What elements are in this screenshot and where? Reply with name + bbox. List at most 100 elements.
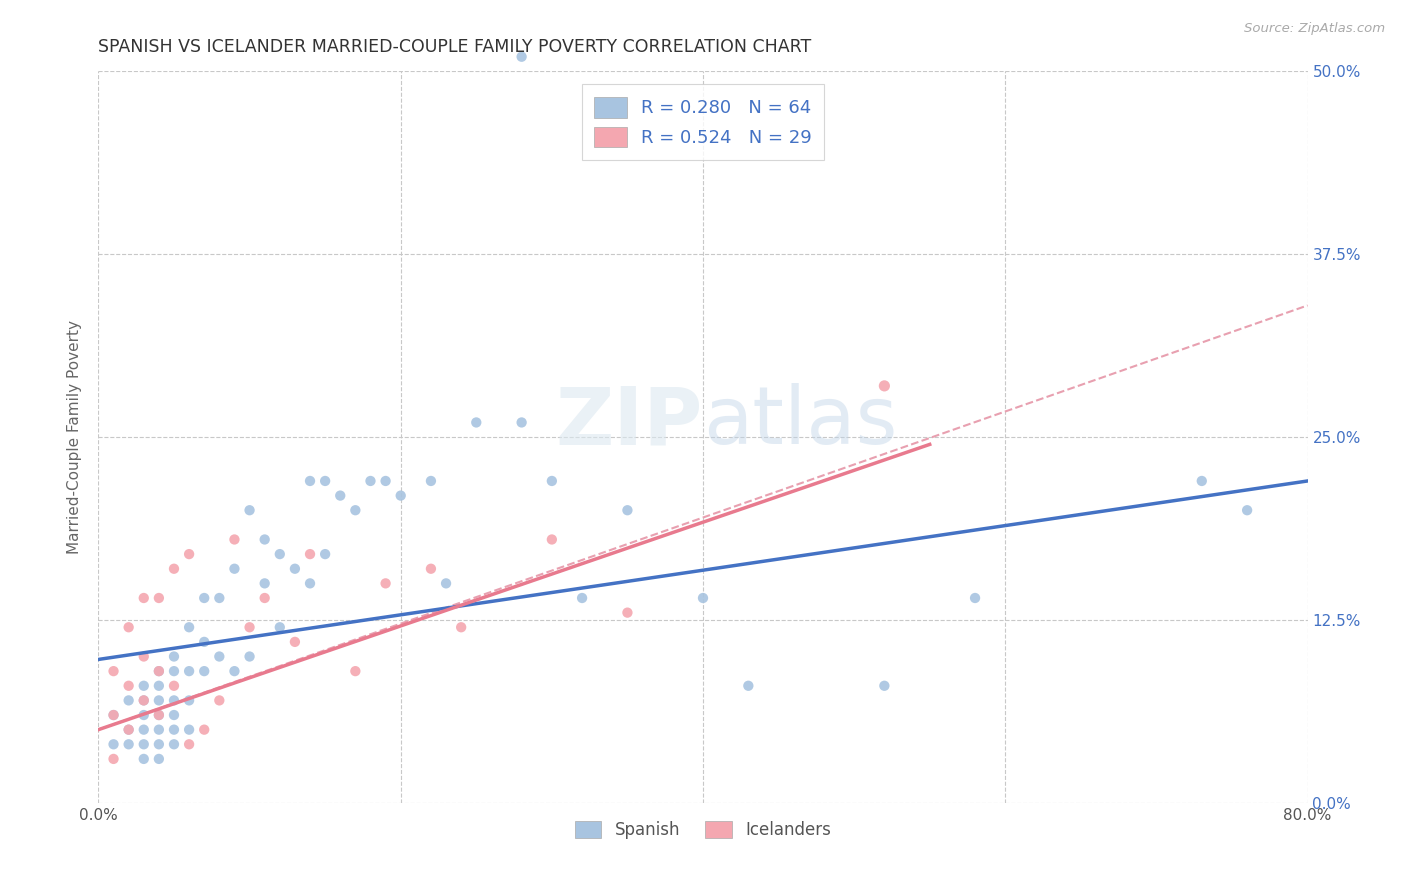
Point [420,562,443,576]
Text: SPANISH VS ICELANDER MARRIED-COUPLE FAMILY POVERTY CORRELATION CHART: SPANISH VS ICELANDER MARRIED-COUPLE FAMI… [98,38,811,56]
Point [132,693,155,707]
Point [224,533,246,547]
Point [118,723,141,737]
Point [148,737,170,751]
Point [208,591,231,605]
Point [540,474,562,488]
Point [344,664,367,678]
Point [299,474,322,488]
Point [179,620,201,634]
Point [269,620,291,634]
Point [103,737,125,751]
Point [163,679,186,693]
Point [132,591,155,605]
Point [163,649,186,664]
Point [389,489,412,503]
Point [193,591,215,605]
Point [284,562,307,576]
Point [148,752,170,766]
Point [103,708,125,723]
Point [118,737,141,751]
Point [132,752,155,766]
Point [118,693,141,707]
Point [103,752,125,766]
Point [299,547,322,561]
Point [208,649,231,664]
Point [360,474,382,488]
Point [118,723,141,737]
Point [873,379,896,393]
Point [737,679,759,693]
Point [965,591,987,605]
Point [148,708,170,723]
Point [374,576,396,591]
Point [163,737,186,751]
Point [132,737,155,751]
Point [179,547,201,561]
Point [103,708,125,723]
Point [224,664,246,678]
Point [193,664,215,678]
Point [224,562,246,576]
Point [163,693,186,707]
Text: ZIP: ZIP [555,384,703,461]
Point [510,416,533,430]
Point [148,708,170,723]
Point [253,591,276,605]
Point [1191,474,1213,488]
Point [163,664,186,678]
Point [571,591,593,605]
Point [329,489,352,503]
Point [179,737,201,751]
Point [148,693,170,707]
Point [163,708,186,723]
Point [193,723,215,737]
Point [284,635,307,649]
Point [132,649,155,664]
Point [148,664,170,678]
Y-axis label: Married-Couple Family Poverty: Married-Couple Family Poverty [67,320,83,554]
Point [299,576,322,591]
Point [179,693,201,707]
Point [239,620,262,634]
Point [208,693,231,707]
Point [239,649,262,664]
Point [314,547,336,561]
Point [132,679,155,693]
Point [465,416,488,430]
Point [616,606,638,620]
Point [374,474,396,488]
Point [692,591,714,605]
Point [179,723,201,737]
Point [1236,503,1258,517]
Point [118,679,141,693]
Point [193,635,215,649]
Point [132,693,155,707]
Point [179,664,201,678]
Point [148,591,170,605]
Point [132,723,155,737]
Point [873,679,896,693]
Point [616,503,638,517]
Point [118,620,141,634]
Point [163,562,186,576]
Point [148,679,170,693]
Point [103,664,125,678]
Point [420,474,443,488]
Point [132,708,155,723]
Point [163,723,186,737]
Point [253,576,276,591]
Point [434,576,457,591]
Point [253,533,276,547]
Point [450,620,472,634]
Point [344,503,367,517]
Point [148,664,170,678]
Point [269,547,291,561]
Point [148,723,170,737]
Point [510,50,533,64]
Point [314,474,336,488]
Point [239,503,262,517]
Text: Source: ZipAtlas.com: Source: ZipAtlas.com [1244,22,1385,36]
Point [540,533,562,547]
Text: atlas: atlas [703,384,897,461]
